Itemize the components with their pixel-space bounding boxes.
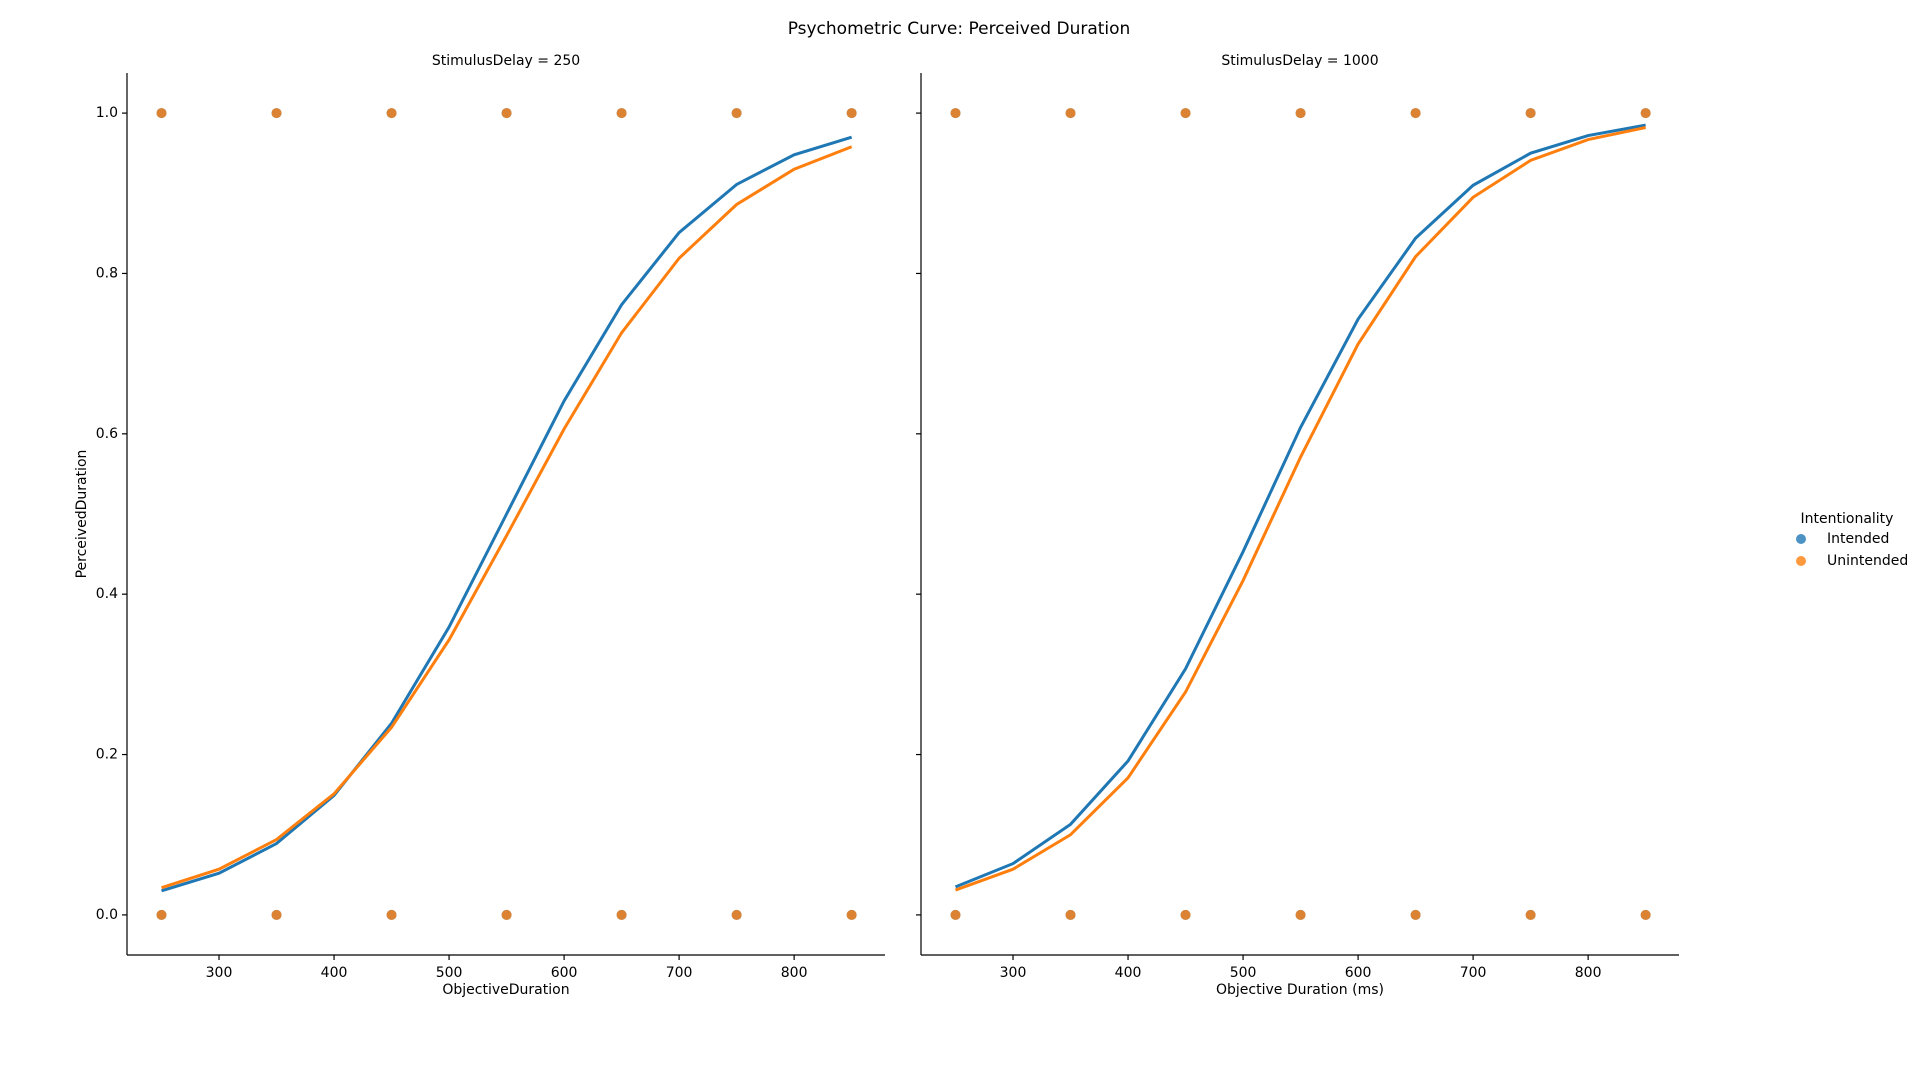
x-tick-label: 400 <box>321 965 348 981</box>
x-tick-label: 400 <box>1115 965 1142 981</box>
data-point <box>271 108 282 119</box>
x-tick-label: 300 <box>1000 965 1027 981</box>
x-axis-label: ObjectiveDuration <box>442 982 569 998</box>
data-point <box>1065 909 1076 920</box>
data-point <box>1410 108 1421 119</box>
x-tick-label: 500 <box>1230 965 1257 981</box>
data-point <box>1180 909 1191 920</box>
y-axis-label: PerceivedDuration <box>74 450 90 579</box>
data-point <box>846 108 857 119</box>
legend-title: Intentionality <box>1801 511 1894 527</box>
data-point <box>1640 108 1651 119</box>
subplot-title: StimulusDelay = 1000 <box>1221 53 1378 69</box>
data-point <box>731 909 742 920</box>
x-tick-label: 500 <box>436 965 463 981</box>
x-axis-label: Objective Duration (ms) <box>1216 982 1384 998</box>
data-point <box>156 108 167 119</box>
data-point <box>386 108 397 119</box>
data-point <box>1525 909 1536 920</box>
data-point <box>616 108 627 119</box>
x-tick-label: 700 <box>666 965 693 981</box>
x-tick-label: 600 <box>551 965 578 981</box>
fit-curve <box>954 123 1646 889</box>
subplot-title: StimulusDelay = 250 <box>432 53 580 69</box>
legend-label: Unintended <box>1827 553 1908 569</box>
data-point <box>1180 108 1191 119</box>
fit-curve <box>161 145 853 890</box>
data-point <box>731 108 742 119</box>
data-point <box>1065 108 1076 119</box>
data-point <box>950 108 961 119</box>
data-point <box>1640 909 1651 920</box>
fit-curve <box>161 135 853 893</box>
data-point <box>616 909 627 920</box>
data-point <box>156 909 167 920</box>
data-point <box>1295 909 1306 920</box>
y-tick-label: 0.0 <box>96 907 118 923</box>
y-tick-label: 0.4 <box>96 586 118 602</box>
data-point <box>1295 108 1306 119</box>
x-tick-label: 600 <box>1345 965 1372 981</box>
x-tick-label: 800 <box>781 965 808 981</box>
y-tick-label: 0.2 <box>96 747 118 763</box>
legend-label: Intended <box>1827 531 1889 547</box>
x-tick-label: 300 <box>206 965 233 981</box>
y-tick-label: 0.6 <box>96 426 118 442</box>
x-tick-label: 800 <box>1575 965 1602 981</box>
data-point <box>1410 909 1421 920</box>
fit-curve <box>954 126 1646 892</box>
legend-marker <box>1796 556 1806 566</box>
data-point <box>1525 108 1536 119</box>
y-tick-label: 1.0 <box>96 105 118 121</box>
data-point <box>501 909 512 920</box>
data-point <box>386 909 397 920</box>
x-tick-label: 700 <box>1460 965 1487 981</box>
data-point <box>271 909 282 920</box>
figure-title: Psychometric Curve: Perceived Duration <box>788 19 1131 39</box>
data-point <box>846 909 857 920</box>
y-tick-label: 0.8 <box>96 265 118 281</box>
data-point <box>501 108 512 119</box>
legend-marker <box>1796 534 1806 544</box>
data-point <box>950 909 961 920</box>
